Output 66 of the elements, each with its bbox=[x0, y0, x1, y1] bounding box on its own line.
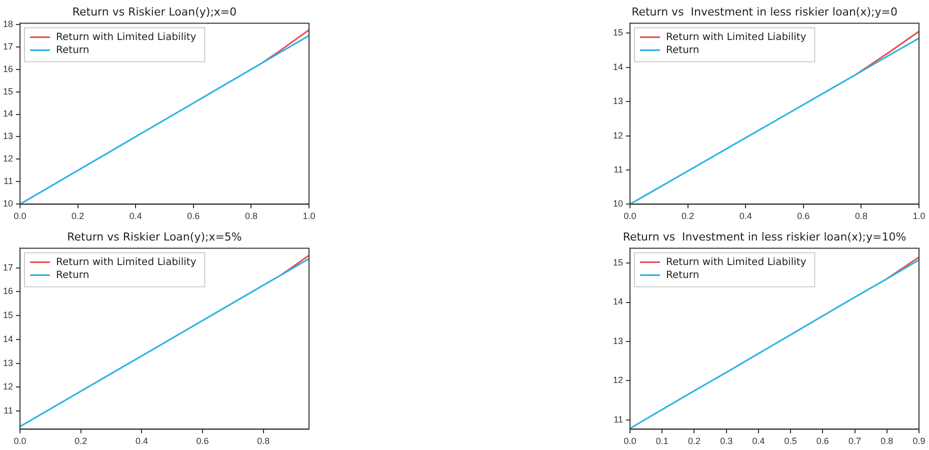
x-tick-label: 0.8 bbox=[880, 436, 894, 446]
legend-label: Return with Limited Liability bbox=[666, 256, 806, 268]
y-tick-label: 14 bbox=[2, 334, 14, 344]
chart-title: Return vs Riskier Loan(y);x=5% bbox=[67, 230, 242, 244]
chart-title: Return vs Riskier Loan(y);x=0 bbox=[72, 5, 237, 18]
y-tick-label: 16 bbox=[2, 286, 14, 296]
y-tick-label: 15 bbox=[2, 86, 14, 96]
x-tick-label: 0.8 bbox=[244, 211, 258, 222]
legend-label: Return with Limited Liability bbox=[666, 32, 806, 43]
x-tick-label: 0.4 bbox=[739, 211, 752, 222]
x-tick-label: 0.0 bbox=[624, 436, 636, 446]
y-tick-label: 14 bbox=[2, 108, 14, 119]
x-tick-label: 0.4 bbox=[129, 211, 142, 222]
y-tick-label: 12 bbox=[612, 130, 624, 140]
x-tick-label: 0.0 bbox=[14, 436, 26, 446]
x-tick-label: 1.0 bbox=[302, 211, 316, 222]
y-tick-label: 12 bbox=[612, 375, 624, 386]
x-tick-label: 0.6 bbox=[797, 211, 810, 222]
y-tick-label: 18 bbox=[2, 18, 14, 29]
x-tick-label: 0.1 bbox=[656, 436, 668, 446]
x-tick-label: 0.4 bbox=[752, 436, 765, 446]
legend-label: Return with Limited Liability bbox=[56, 256, 196, 268]
x-tick-label: 0.6 bbox=[187, 211, 200, 222]
y-tick-label: 13 bbox=[612, 336, 624, 346]
x-tick-label: 0.4 bbox=[135, 436, 148, 446]
y-tick-label: 13 bbox=[612, 96, 624, 106]
x-tick-label: 0.2 bbox=[72, 211, 84, 222]
chart-title: Return vs Investment in less riskier loan(x);y=0 bbox=[632, 5, 898, 18]
legend-label: Return bbox=[666, 270, 700, 281]
x-tick-label: 0.0 bbox=[624, 211, 636, 222]
x-tick-label: 0.8 bbox=[854, 211, 868, 222]
chart-title: Return vs Investment in less riskier loan(x);y=10% bbox=[622, 230, 906, 244]
y-tick-label: 15 bbox=[612, 28, 624, 38]
y-tick-label: 10 bbox=[2, 198, 14, 209]
x-tick-label: 0.7 bbox=[848, 436, 862, 446]
legend-label: Return bbox=[666, 44, 700, 56]
y-tick-label: 16 bbox=[2, 64, 14, 74]
legend-label: Return bbox=[56, 270, 90, 281]
y-tick-label: 13 bbox=[2, 358, 14, 368]
x-tick-label: 0.2 bbox=[688, 436, 700, 446]
x-tick-label: 0.5 bbox=[784, 436, 797, 446]
x-tick-label: 0.6 bbox=[196, 436, 209, 446]
y-tick-label: 17 bbox=[2, 41, 14, 52]
x-tick-label: 0.3 bbox=[720, 436, 733, 446]
y-tick-label: 17 bbox=[2, 262, 14, 272]
x-tick-label: 0.2 bbox=[74, 436, 88, 446]
legend-label: Return with Limited Liability bbox=[56, 32, 196, 43]
y-tick-label: 15 bbox=[2, 310, 14, 320]
y-tick-label: 15 bbox=[612, 258, 624, 268]
x-tick-label: 0.2 bbox=[682, 211, 694, 222]
x-tick-label: 1.0 bbox=[912, 211, 926, 222]
x-tick-label: 0.9 bbox=[912, 436, 926, 446]
y-tick-label: 14 bbox=[612, 296, 624, 307]
x-tick-label: 0.8 bbox=[257, 436, 270, 446]
y-tick-label: 12 bbox=[2, 154, 14, 164]
x-tick-label: 0.6 bbox=[816, 436, 829, 446]
y-tick-label: 11 bbox=[614, 164, 624, 174]
y-tick-label: 13 bbox=[2, 131, 14, 142]
y-tick-label: 12 bbox=[2, 382, 14, 392]
y-tick-label: 11 bbox=[4, 176, 14, 186]
y-tick-label: 14 bbox=[612, 62, 624, 72]
legend-label: Return bbox=[56, 44, 90, 56]
x-tick-label: 0.0 bbox=[14, 211, 26, 222]
y-tick-label: 11 bbox=[4, 406, 14, 416]
y-tick-label: 11 bbox=[614, 414, 624, 424]
y-tick-label: 10 bbox=[612, 198, 624, 209]
